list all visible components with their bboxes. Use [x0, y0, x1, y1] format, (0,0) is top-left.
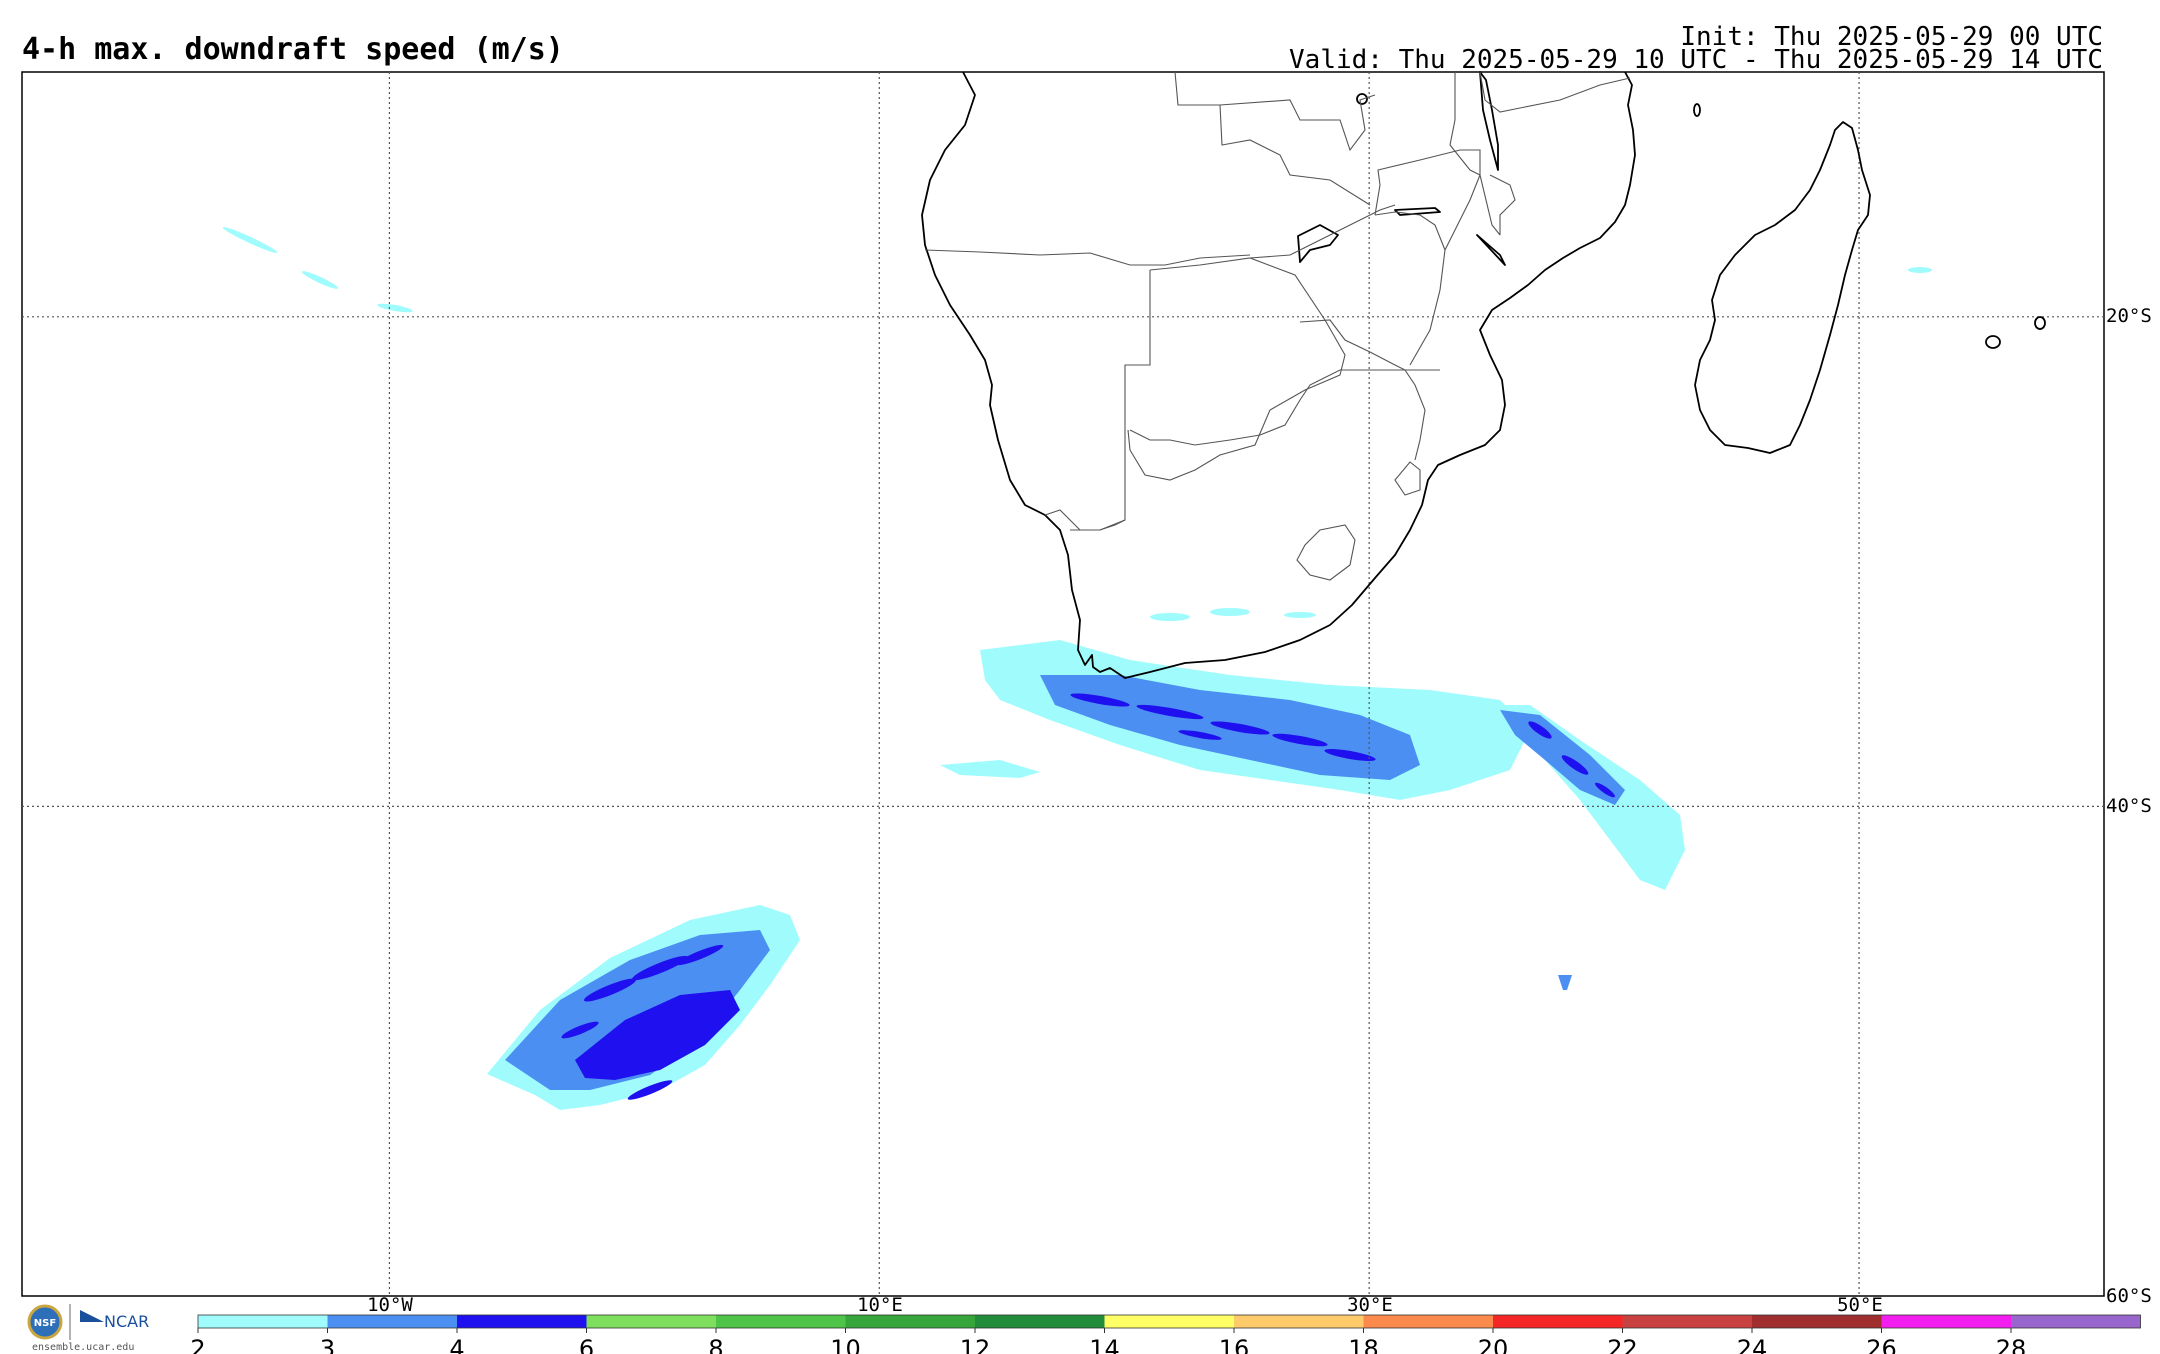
colorbar-swatch [2011, 1315, 2141, 1328]
init-time: Init: Thu 2025-05-29 00 UTC [1680, 22, 2103, 52]
colorbar-label: 2 [190, 1335, 205, 1354]
colorbar-label: 4 [449, 1335, 464, 1354]
colorbar-swatch [1752, 1315, 1882, 1328]
shade-cape-light-tail [940, 760, 1040, 778]
ncar-logo-icon [80, 1310, 104, 1322]
nsf-logo-text: NSF [34, 1318, 56, 1329]
colorbar-label: 10 [830, 1335, 861, 1354]
logo: NSF NCAR ensemble.ucar.edu [27, 1304, 149, 1353]
ncar-logo-text: NCAR [104, 1312, 149, 1331]
border-namibia-botswana [1070, 270, 1151, 531]
map-frame [21, 71, 2105, 1297]
border-drc [1219, 94, 1376, 152]
border-lesotho [1296, 524, 1356, 581]
lon-label-10w: 10°W [367, 1294, 413, 1316]
shade-island-spot [1558, 975, 1572, 990]
lake-chilwa [1476, 234, 1506, 266]
downdraft-shading [222, 227, 1932, 1110]
lat-label-40s: 40°S [2106, 795, 2152, 817]
nsf-logo-icon [27, 1304, 63, 1340]
island-small-1 [1356, 93, 1368, 105]
island-small-2 [1693, 103, 1701, 117]
island-reunion [1985, 335, 2001, 349]
border-zimbabwe-moz [1374, 211, 1446, 366]
colorbar-swatch [586, 1315, 716, 1328]
africa-coastline [921, 71, 1636, 679]
shade-small-spots [222, 227, 1932, 621]
border-moz-malawi [1489, 174, 1516, 235]
colorbar-swatch [975, 1315, 1105, 1328]
border-zambia-zimbabwe [1249, 204, 1396, 259]
coastlines [921, 71, 2046, 679]
border-mozambique [1374, 149, 1481, 251]
colorbar-label: 26 [1866, 1335, 1897, 1354]
colorbar-swatch [1493, 1315, 1623, 1328]
gridlines [22, 72, 2104, 1296]
colorbar-swatch [1104, 1315, 1234, 1328]
border-tanzania [1479, 71, 1631, 113]
colorbar-swatch [198, 1315, 328, 1328]
border-zambia [1174, 71, 1371, 206]
colorbar-label: 8 [708, 1335, 723, 1354]
colorbar-swatch [716, 1315, 846, 1328]
colorbar-swatch [457, 1315, 587, 1328]
lat-label-60s: 60°S [2106, 1285, 2152, 1307]
colorbar-label: 24 [1737, 1335, 1768, 1354]
shade-atlantic-mid [505, 930, 770, 1090]
colorbar-swatch [1881, 1315, 2011, 1328]
shade-atlantic-streaks [561, 944, 724, 1100]
colorbar-swatch [327, 1315, 457, 1328]
country-borders [924, 71, 1631, 581]
colorbar-label: 3 [320, 1335, 335, 1354]
border-botswana [1127, 257, 1346, 481]
colorbar-frame [197, 1314, 2141, 1329]
valid-time: Valid: Thu 2025-05-29 10 UTC - Thu 2025-… [1289, 45, 2103, 75]
island-mauritius [2034, 316, 2046, 330]
axis-labels: 10°W 10°E 30°E 50°E 20°S 40°S 60°S [367, 305, 2152, 1316]
lat-label-20s: 20°S [2106, 305, 2152, 327]
colorbar-label: 20 [1478, 1335, 1509, 1354]
shade-atlantic-dark [575, 990, 740, 1080]
colorbar-label: 18 [1348, 1335, 1379, 1354]
colorbar-label: 12 [960, 1335, 991, 1354]
border-angola-namibia [924, 249, 1251, 266]
colorbar-swatch [845, 1315, 975, 1328]
colorbar-swatch [1622, 1315, 1752, 1328]
lon-label-50e: 50°E [1837, 1294, 1883, 1316]
colorbar-label: 6 [579, 1335, 594, 1354]
madagascar-coastline [1694, 121, 1871, 454]
colorbar-label: 16 [1219, 1335, 1250, 1354]
border-malawi [1449, 72, 1501, 236]
colorbar-swatch [1363, 1315, 1493, 1328]
border-zimbabwe-south [1299, 319, 1440, 371]
lake-cahora [1394, 207, 1441, 216]
logo-url: ensemble.ucar.edu [32, 1342, 134, 1353]
colorbar: 2 3 4 6 8 10 12 14 16 18 20 22 24 26 28 [190, 1314, 2141, 1354]
border-namibia-sa [1044, 509, 1126, 531]
shade-east-streaks [1528, 721, 1615, 798]
border-eswatini [1394, 461, 1421, 496]
colorbar-swatch [1234, 1315, 1364, 1328]
colorbar-label: 14 [1089, 1335, 1120, 1354]
lake-malawi [1479, 71, 1499, 171]
colorbar-label: 28 [1996, 1335, 2027, 1354]
page-title: 4-h max. downdraft speed (m/s) [22, 32, 564, 67]
lon-label-10e: 10°E [857, 1294, 903, 1316]
shade-cape-streaks [1070, 693, 1376, 761]
lon-label-30e: 30°E [1347, 1294, 1393, 1316]
colorbar-label: 22 [1607, 1335, 1638, 1354]
lake-kariba [1297, 224, 1339, 263]
border-south-africa-north [1129, 369, 1426, 461]
